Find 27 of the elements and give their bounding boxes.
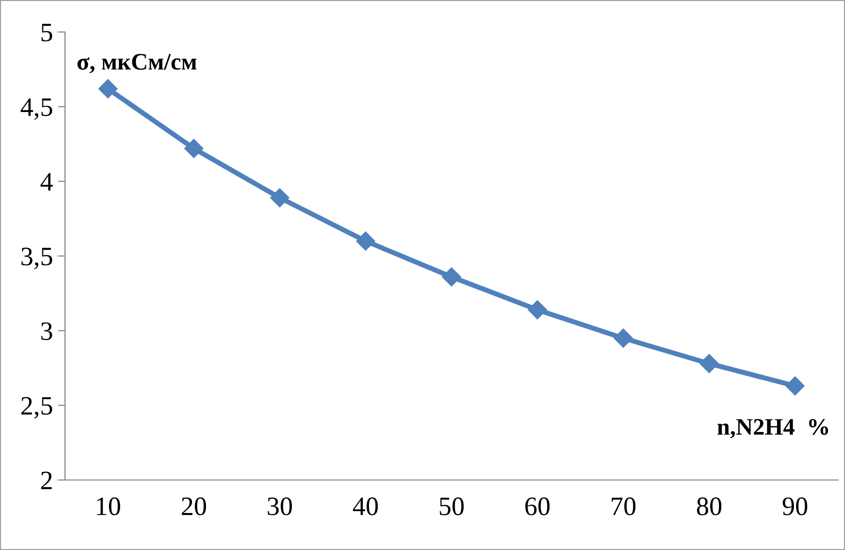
point — [98, 79, 118, 98]
x-axis-title: n,N2H4 % — [717, 418, 828, 438]
x-tick-label: 30 — [268, 497, 292, 516]
point — [528, 300, 547, 320]
y-tick-label: 2 — [41, 472, 52, 490]
point — [700, 354, 719, 374]
x-tick-label: 60 — [525, 497, 550, 516]
point — [614, 328, 633, 348]
y-tick-label: 3 — [41, 322, 52, 340]
y-axis-title: σ, мкСм/см — [77, 54, 196, 74]
point — [270, 188, 290, 208]
x-tick-label: 70 — [612, 497, 636, 516]
point — [356, 232, 376, 251]
x-tick-label: 90 — [782, 497, 808, 516]
point — [184, 138, 204, 158]
x-tick-label: 80 — [696, 497, 722, 516]
x-tick-label: 20 — [182, 497, 206, 516]
x-tick-label: 50 — [440, 497, 464, 516]
point — [442, 267, 462, 286]
y-tick-label: 4 — [40, 173, 53, 190]
y-tick-label: 2,5 — [21, 397, 52, 419]
y-tick-label: 5 — [42, 24, 52, 42]
x-tick-label: 10 — [97, 497, 120, 516]
y-tick-label: 4,5 — [20, 98, 52, 120]
point — [786, 376, 805, 396]
x-tick-label: 40 — [352, 497, 378, 516]
y-tick-label: 3,5 — [21, 248, 52, 270]
